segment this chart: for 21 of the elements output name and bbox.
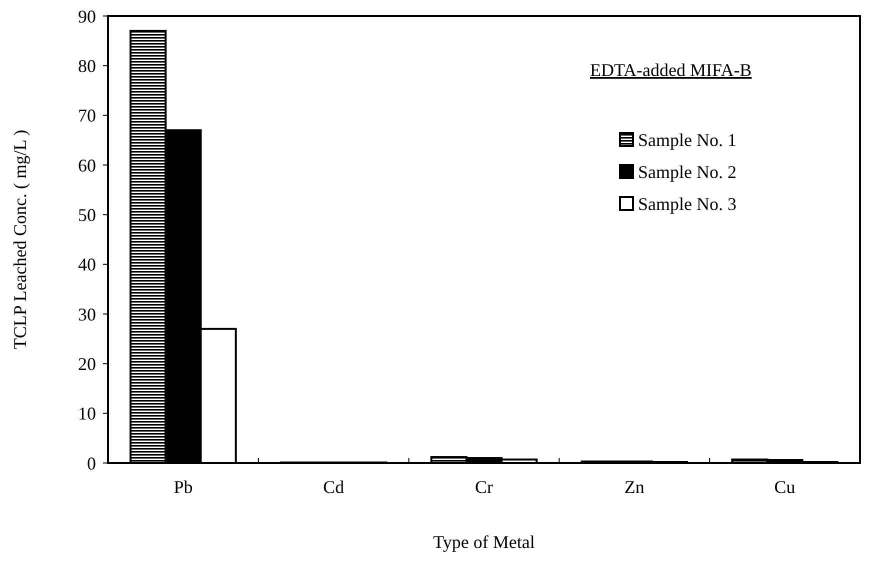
legend-title: EDTA-added MIFA-B	[590, 60, 752, 80]
x-axis-title: Type of Metal	[433, 532, 535, 552]
y-tick-label: 30	[78, 304, 96, 324]
x-tick-label: Pb	[174, 477, 193, 497]
x-tick-label: Zn	[624, 477, 644, 497]
y-tick-label: 20	[78, 354, 96, 374]
x-tick-label: Cu	[774, 477, 796, 497]
legend-label: Sample No. 3	[638, 194, 736, 214]
y-tick-label: 50	[78, 204, 96, 225]
y-tick-label: 0	[87, 453, 96, 474]
y-axis-title: TCLP Leached Conc. ( mg/L )	[10, 130, 30, 350]
x-tick-label: Cr	[475, 477, 494, 497]
x-tick-label: Cd	[323, 477, 344, 497]
legend-label: Sample No. 2	[638, 162, 736, 182]
y-tick-label: 40	[78, 254, 96, 275]
y-tick-label: 60	[78, 155, 96, 176]
y-tick-label: 10	[78, 404, 96, 424]
legend-label: Sample No. 1	[638, 130, 736, 150]
y-tick-label: 70	[78, 106, 96, 126]
y-tick-label: 90	[78, 6, 96, 26]
y-tick-label: 80	[78, 56, 96, 76]
